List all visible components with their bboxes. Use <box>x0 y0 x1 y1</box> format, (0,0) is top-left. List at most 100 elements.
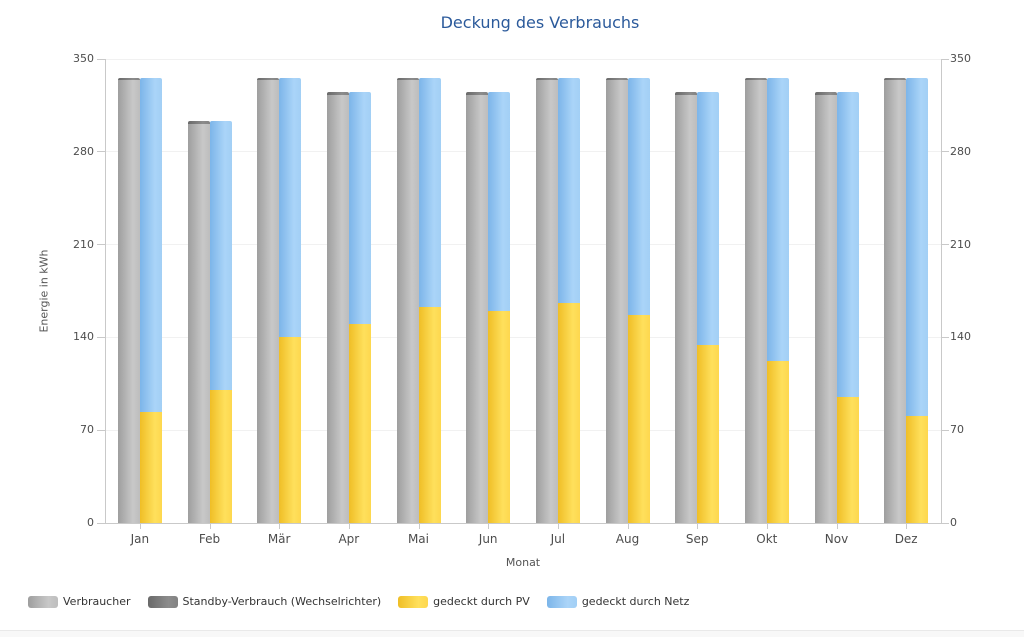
y-axis-line-right <box>941 59 942 523</box>
x-tick-label-feb: Feb <box>198 532 221 546</box>
segment-verbraucher-m-r <box>257 80 280 523</box>
legend-swatch-gedeckt-durch-pv <box>398 595 429 608</box>
segment-verbraucher-sep <box>675 94 698 523</box>
bar-verbrauch-feb <box>187 121 210 523</box>
segment-standby-verbrauch-wechselrichter-dez <box>884 77 907 81</box>
segment-gedeckt-durch-netz-sep <box>697 92 720 346</box>
bar-verbrauch-jan <box>117 77 140 523</box>
y-tick-label-left-0: 0 <box>87 516 94 529</box>
x-tick-label-jan: Jan <box>130 532 150 546</box>
segment-gedeckt-durch-pv-jun <box>488 310 511 523</box>
legend-label-standby-verbrauch-wechselrichter: Standby-Verbrauch (Wechselrichter) <box>182 595 382 608</box>
segment-gedeckt-durch-pv-nov <box>836 397 859 523</box>
y-tick-right-350 <box>941 58 949 60</box>
y-tick-left-0 <box>97 522 105 524</box>
bar-verbrauch-okt <box>744 77 767 523</box>
y-tick-right-280 <box>941 151 949 153</box>
segment-gedeckt-durch-netz-jan <box>139 77 162 412</box>
bar-verbrauch-jul <box>535 77 558 523</box>
bar-deckung-okt <box>766 77 789 523</box>
legend-label-verbraucher: Verbraucher <box>63 595 131 608</box>
window-bottom-strip <box>0 630 1024 637</box>
segment-verbraucher-feb <box>187 123 210 523</box>
segment-verbraucher-jan <box>117 80 140 523</box>
x-tick-jan <box>139 524 141 529</box>
bar-verbrauch-nov <box>814 92 837 523</box>
bar-deckung-nov <box>836 92 859 523</box>
segment-standby-verbrauch-wechselrichter-feb <box>187 121 210 124</box>
y-tick-left-210 <box>97 244 105 246</box>
segment-gedeckt-durch-pv-dez <box>906 415 929 523</box>
segment-gedeckt-durch-pv-m-r <box>279 337 302 523</box>
bar-deckung-mai <box>418 77 441 523</box>
bar-deckung-feb <box>209 121 232 523</box>
bar-deckung-sep <box>697 92 720 523</box>
bar-deckung-jan <box>139 77 162 523</box>
bar-deckung-apr <box>348 92 371 523</box>
bar-verbrauch-dez <box>884 77 907 523</box>
segment-verbraucher-mai <box>396 80 419 523</box>
legend-swatch-standby-verbrauch-wechselrichter <box>147 595 178 608</box>
segment-gedeckt-durch-netz-mai <box>418 77 441 307</box>
bar-deckung-dez <box>906 77 929 523</box>
x-tick-dez <box>906 524 908 529</box>
x-tick-okt <box>766 524 768 529</box>
y-tick-right-140 <box>941 336 949 338</box>
legend-item-gedeckt-durch-pv[interactable]: gedeckt durch PV <box>398 595 530 608</box>
x-tick-nov <box>836 524 838 529</box>
segment-gedeckt-durch-netz-jun <box>488 92 511 311</box>
x-tick-apr <box>348 524 350 529</box>
y-tick-label-left-210: 210 <box>73 237 94 251</box>
segment-gedeckt-durch-pv-aug <box>627 314 650 523</box>
segment-standby-verbrauch-wechselrichter-aug <box>605 77 628 81</box>
segment-gedeckt-durch-pv-jul <box>557 302 580 523</box>
segment-gedeckt-durch-pv-sep <box>697 345 720 523</box>
x-tick-label-nov: Nov <box>824 532 849 546</box>
legend-swatch-verbraucher <box>28 595 58 608</box>
y-tick-right-210 <box>941 244 949 246</box>
gridline-350 <box>105 58 941 60</box>
bar-verbrauch-aug <box>605 77 628 523</box>
y-tick-left-70 <box>97 429 105 431</box>
y-tick-left-140 <box>97 336 105 338</box>
y-tick-label-right-70: 70 <box>950 423 964 437</box>
segment-gedeckt-durch-netz-feb <box>209 121 232 391</box>
x-tick-label-mai: Mai <box>407 532 429 546</box>
segment-verbraucher-apr <box>326 94 349 523</box>
segment-verbraucher-dez <box>884 80 907 523</box>
segment-gedeckt-durch-pv-feb <box>209 390 232 523</box>
segment-standby-verbrauch-wechselrichter-sep <box>675 92 698 95</box>
y-tick-label-left-280: 280 <box>73 144 94 158</box>
y-axis-line-left <box>105 59 106 523</box>
segment-standby-verbrauch-wechselrichter-jan <box>117 77 140 81</box>
segment-gedeckt-durch-netz-m-r <box>279 77 302 338</box>
x-tick-jun <box>488 524 490 529</box>
bar-verbrauch-apr <box>326 92 349 523</box>
legend-item-gedeckt-durch-netz[interactable]: gedeckt durch Netz <box>546 595 689 608</box>
bar-deckung-jul <box>557 77 580 523</box>
legend-item-verbraucher[interactable]: Verbraucher <box>28 595 131 608</box>
segment-standby-verbrauch-wechselrichter-jul <box>535 77 558 81</box>
x-tick-label-jul: Jul <box>550 532 566 546</box>
bar-verbrauch-jun <box>466 92 489 523</box>
y-tick-label-left-70: 70 <box>80 423 94 437</box>
bar-verbrauch-mai <box>396 77 419 523</box>
gridline-140 <box>105 336 941 338</box>
y-tick-right-0 <box>941 522 949 524</box>
segment-gedeckt-durch-netz-nov <box>836 92 859 398</box>
segment-standby-verbrauch-wechselrichter-okt <box>744 77 767 81</box>
legend-item-standby-verbrauch-wechselrichter[interactable]: Standby-Verbrauch (Wechselrichter) <box>147 595 382 608</box>
chart-title: Deckung des Verbrauchs <box>440 13 640 32</box>
gridline-210 <box>105 244 941 246</box>
y-tick-label-left-350: 350 <box>73 52 94 65</box>
segment-verbraucher-okt <box>744 80 767 523</box>
gridline-70 <box>105 429 941 431</box>
segment-gedeckt-durch-netz-jul <box>557 77 580 303</box>
x-tick-label-m-r: Mär <box>267 532 291 546</box>
bar-deckung-jun <box>488 92 511 523</box>
bar-verbrauch-m-r <box>257 77 280 523</box>
x-tick-sep <box>697 524 699 529</box>
gridline-280 <box>105 151 941 153</box>
segment-gedeckt-durch-netz-dez <box>906 77 929 416</box>
